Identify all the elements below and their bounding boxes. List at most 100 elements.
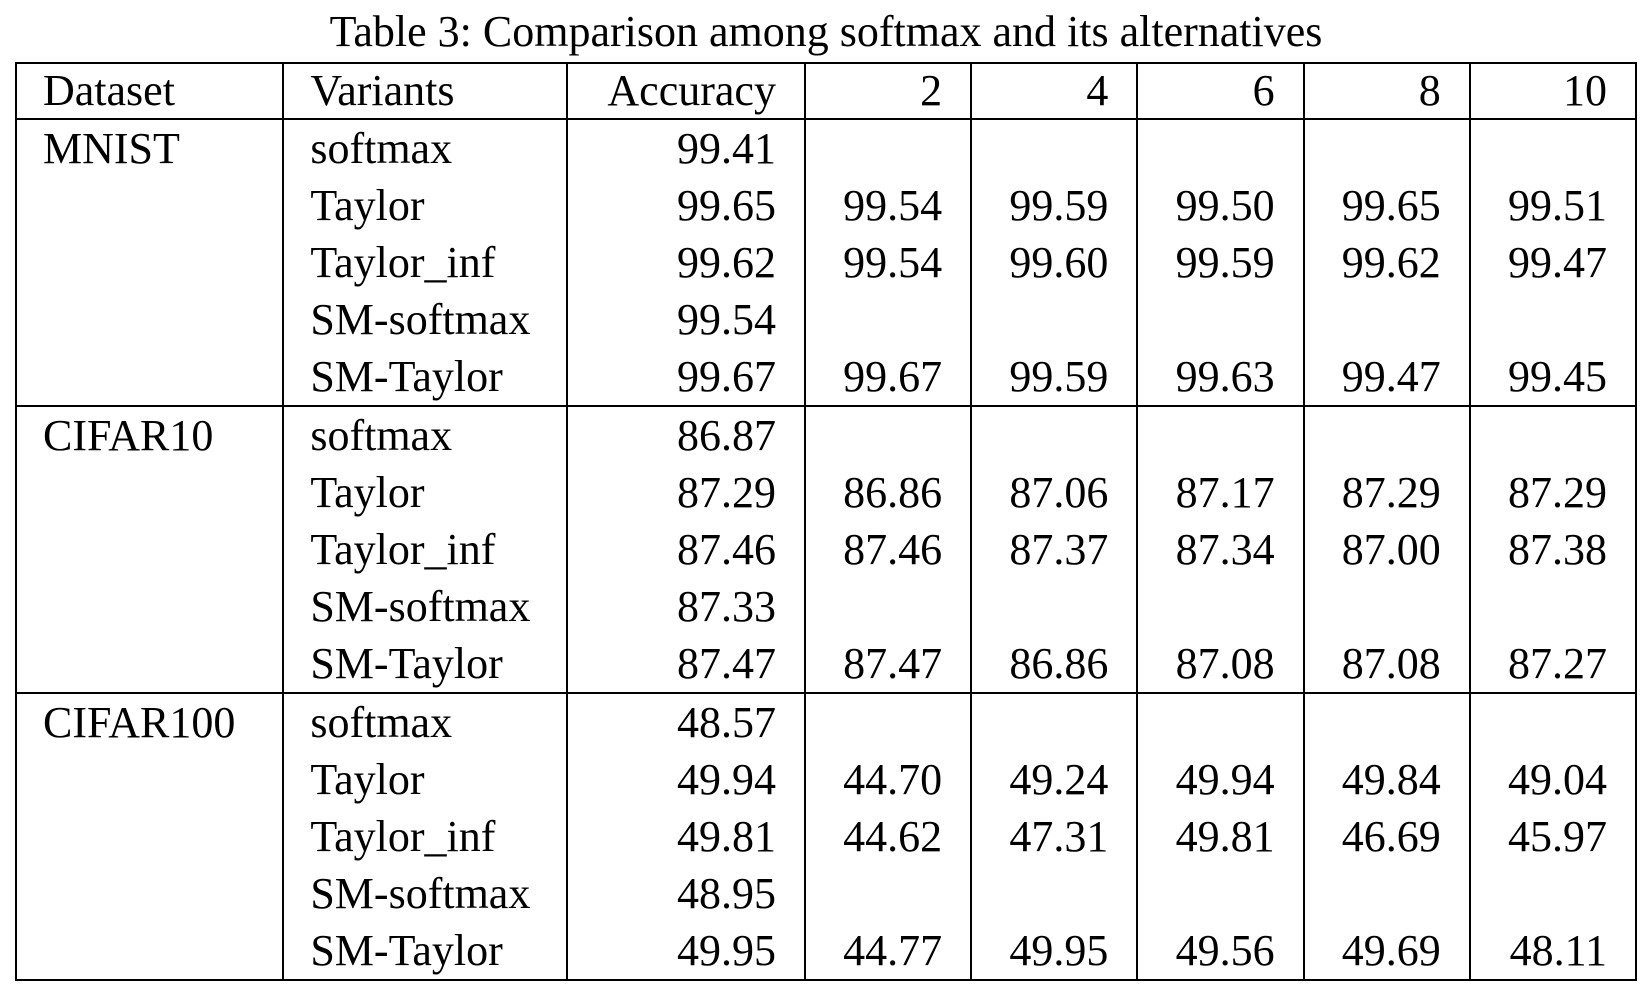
value-cell: 99.59 bbox=[1136, 234, 1305, 291]
variant-cell: Taylor_inf bbox=[282, 521, 568, 578]
value-cell: 87.34 bbox=[1136, 521, 1305, 578]
value-cell: 46.69 bbox=[1302, 808, 1471, 865]
table-caption: Table 3: Comparison among softmax and it… bbox=[329, 7, 1323, 56]
value-cell: 44.62 bbox=[803, 808, 973, 865]
value-cell bbox=[1468, 578, 1638, 635]
dataset-cell bbox=[14, 635, 285, 694]
value-cell bbox=[1136, 406, 1305, 464]
accuracy-cell: 86.87 bbox=[565, 406, 806, 464]
variant-cell: softmax bbox=[282, 119, 568, 177]
value-cell bbox=[1468, 693, 1638, 751]
value-cell: 87.37 bbox=[970, 521, 1139, 578]
value-cell bbox=[1136, 578, 1305, 635]
value-cell: 87.27 bbox=[1468, 635, 1638, 694]
accuracy-cell: 99.54 bbox=[565, 291, 806, 348]
value-cell: 87.08 bbox=[1302, 635, 1471, 694]
table-row: SM-softmax 87.33 bbox=[14, 578, 1638, 635]
value-cell: 99.51 bbox=[1468, 177, 1638, 234]
accuracy-cell: 49.95 bbox=[565, 922, 806, 981]
value-cell bbox=[1136, 291, 1305, 348]
dataset-cell bbox=[14, 865, 285, 922]
value-cell: 99.50 bbox=[1136, 177, 1305, 234]
value-cell: 87.06 bbox=[970, 464, 1139, 521]
value-cell: 44.77 bbox=[803, 922, 973, 981]
variant-cell: Taylor_inf bbox=[282, 234, 568, 291]
table-row: Taylor_inf 87.46 87.46 87.37 87.34 87.00 87.38 bbox=[14, 521, 1638, 578]
accuracy-cell: 48.95 bbox=[565, 865, 806, 922]
accuracy-cell: 87.46 bbox=[565, 521, 806, 578]
value-cell: 99.45 bbox=[1468, 348, 1638, 407]
header-k-2: 2 bbox=[803, 62, 973, 120]
value-cell: 49.84 bbox=[1302, 751, 1471, 808]
variant-cell: SM-Taylor bbox=[282, 922, 568, 981]
header-variants: Variants bbox=[282, 62, 568, 120]
header-k-10: 10 bbox=[1468, 62, 1638, 120]
value-cell: 48.11 bbox=[1468, 922, 1638, 981]
dataset-cell bbox=[14, 808, 285, 865]
value-cell: 87.47 bbox=[803, 635, 973, 694]
dataset-cell bbox=[14, 177, 285, 234]
value-cell: 49.95 bbox=[970, 922, 1139, 981]
table-row: Taylor_inf 99.62 99.54 99.60 99.59 99.62 99.47 bbox=[14, 234, 1638, 291]
value-cell: 87.29 bbox=[1302, 464, 1471, 521]
value-cell: 47.31 bbox=[970, 808, 1139, 865]
accuracy-cell: 99.67 bbox=[565, 348, 806, 407]
value-cell: 87.38 bbox=[1468, 521, 1638, 578]
value-cell: 99.47 bbox=[1302, 348, 1471, 407]
value-cell: 49.56 bbox=[1136, 922, 1305, 981]
accuracy-cell: 99.62 bbox=[565, 234, 806, 291]
accuracy-cell: 49.94 bbox=[565, 751, 806, 808]
dataset-cell bbox=[14, 521, 285, 578]
accuracy-cell: 99.65 bbox=[565, 177, 806, 234]
value-cell bbox=[1136, 693, 1305, 751]
value-cell: 49.69 bbox=[1302, 922, 1471, 981]
variant-cell: SM-Taylor bbox=[282, 348, 568, 407]
accuracy-cell: 87.47 bbox=[565, 635, 806, 694]
dataset-cell bbox=[14, 751, 285, 808]
dataset-cell bbox=[14, 464, 285, 521]
value-cell: 99.67 bbox=[803, 348, 973, 407]
value-cell: 99.54 bbox=[803, 234, 973, 291]
table-row: Taylor_inf 49.81 44.62 47.31 49.81 46.69 45.97 bbox=[14, 808, 1638, 865]
table-row: SM-Taylor 99.67 99.67 99.59 99.63 99.47 99.45 bbox=[14, 348, 1638, 407]
value-cell bbox=[1302, 291, 1471, 348]
table-row: Taylor 49.94 44.70 49.24 49.94 49.84 49.04 bbox=[14, 751, 1638, 808]
header-k-4: 4 bbox=[970, 62, 1139, 120]
value-cell bbox=[1468, 119, 1638, 177]
dataset-cell: CIFAR100 bbox=[14, 693, 285, 751]
table-row: SM-softmax 99.54 bbox=[14, 291, 1638, 348]
value-cell: 99.65 bbox=[1302, 177, 1471, 234]
table-row: SM-softmax 48.95 bbox=[14, 865, 1638, 922]
value-cell bbox=[1136, 865, 1305, 922]
value-cell bbox=[803, 693, 973, 751]
variant-cell: Taylor bbox=[282, 177, 568, 234]
value-cell: 87.29 bbox=[1468, 464, 1638, 521]
value-cell: 49.24 bbox=[970, 751, 1139, 808]
value-cell bbox=[803, 406, 973, 464]
header-dataset: Dataset bbox=[14, 62, 285, 120]
value-cell: 87.00 bbox=[1302, 521, 1471, 578]
value-cell bbox=[970, 406, 1139, 464]
table-row: CIFAR10 softmax 86.87 bbox=[14, 406, 1638, 464]
value-cell bbox=[803, 119, 973, 177]
value-cell bbox=[1302, 119, 1471, 177]
dataset-cell bbox=[14, 348, 285, 407]
accuracy-cell: 99.41 bbox=[565, 119, 806, 177]
value-cell: 99.59 bbox=[970, 348, 1139, 407]
table-body: MNIST softmax 99.41 Taylor 99.65 99.54 99.59 99… bbox=[14, 119, 1638, 981]
value-cell: 49.94 bbox=[1136, 751, 1305, 808]
value-cell bbox=[970, 119, 1139, 177]
value-cell: 99.54 bbox=[803, 177, 973, 234]
value-cell bbox=[1136, 119, 1305, 177]
value-cell bbox=[803, 291, 973, 348]
value-cell: 86.86 bbox=[803, 464, 973, 521]
value-cell: 87.17 bbox=[1136, 464, 1305, 521]
value-cell bbox=[1302, 406, 1471, 464]
variant-cell: Taylor bbox=[282, 751, 568, 808]
value-cell bbox=[803, 578, 973, 635]
variant-cell: Taylor_inf bbox=[282, 808, 568, 865]
value-cell: 99.47 bbox=[1468, 234, 1638, 291]
accuracy-cell: 87.29 bbox=[565, 464, 806, 521]
value-cell: 87.08 bbox=[1136, 635, 1305, 694]
variant-cell: softmax bbox=[282, 406, 568, 464]
